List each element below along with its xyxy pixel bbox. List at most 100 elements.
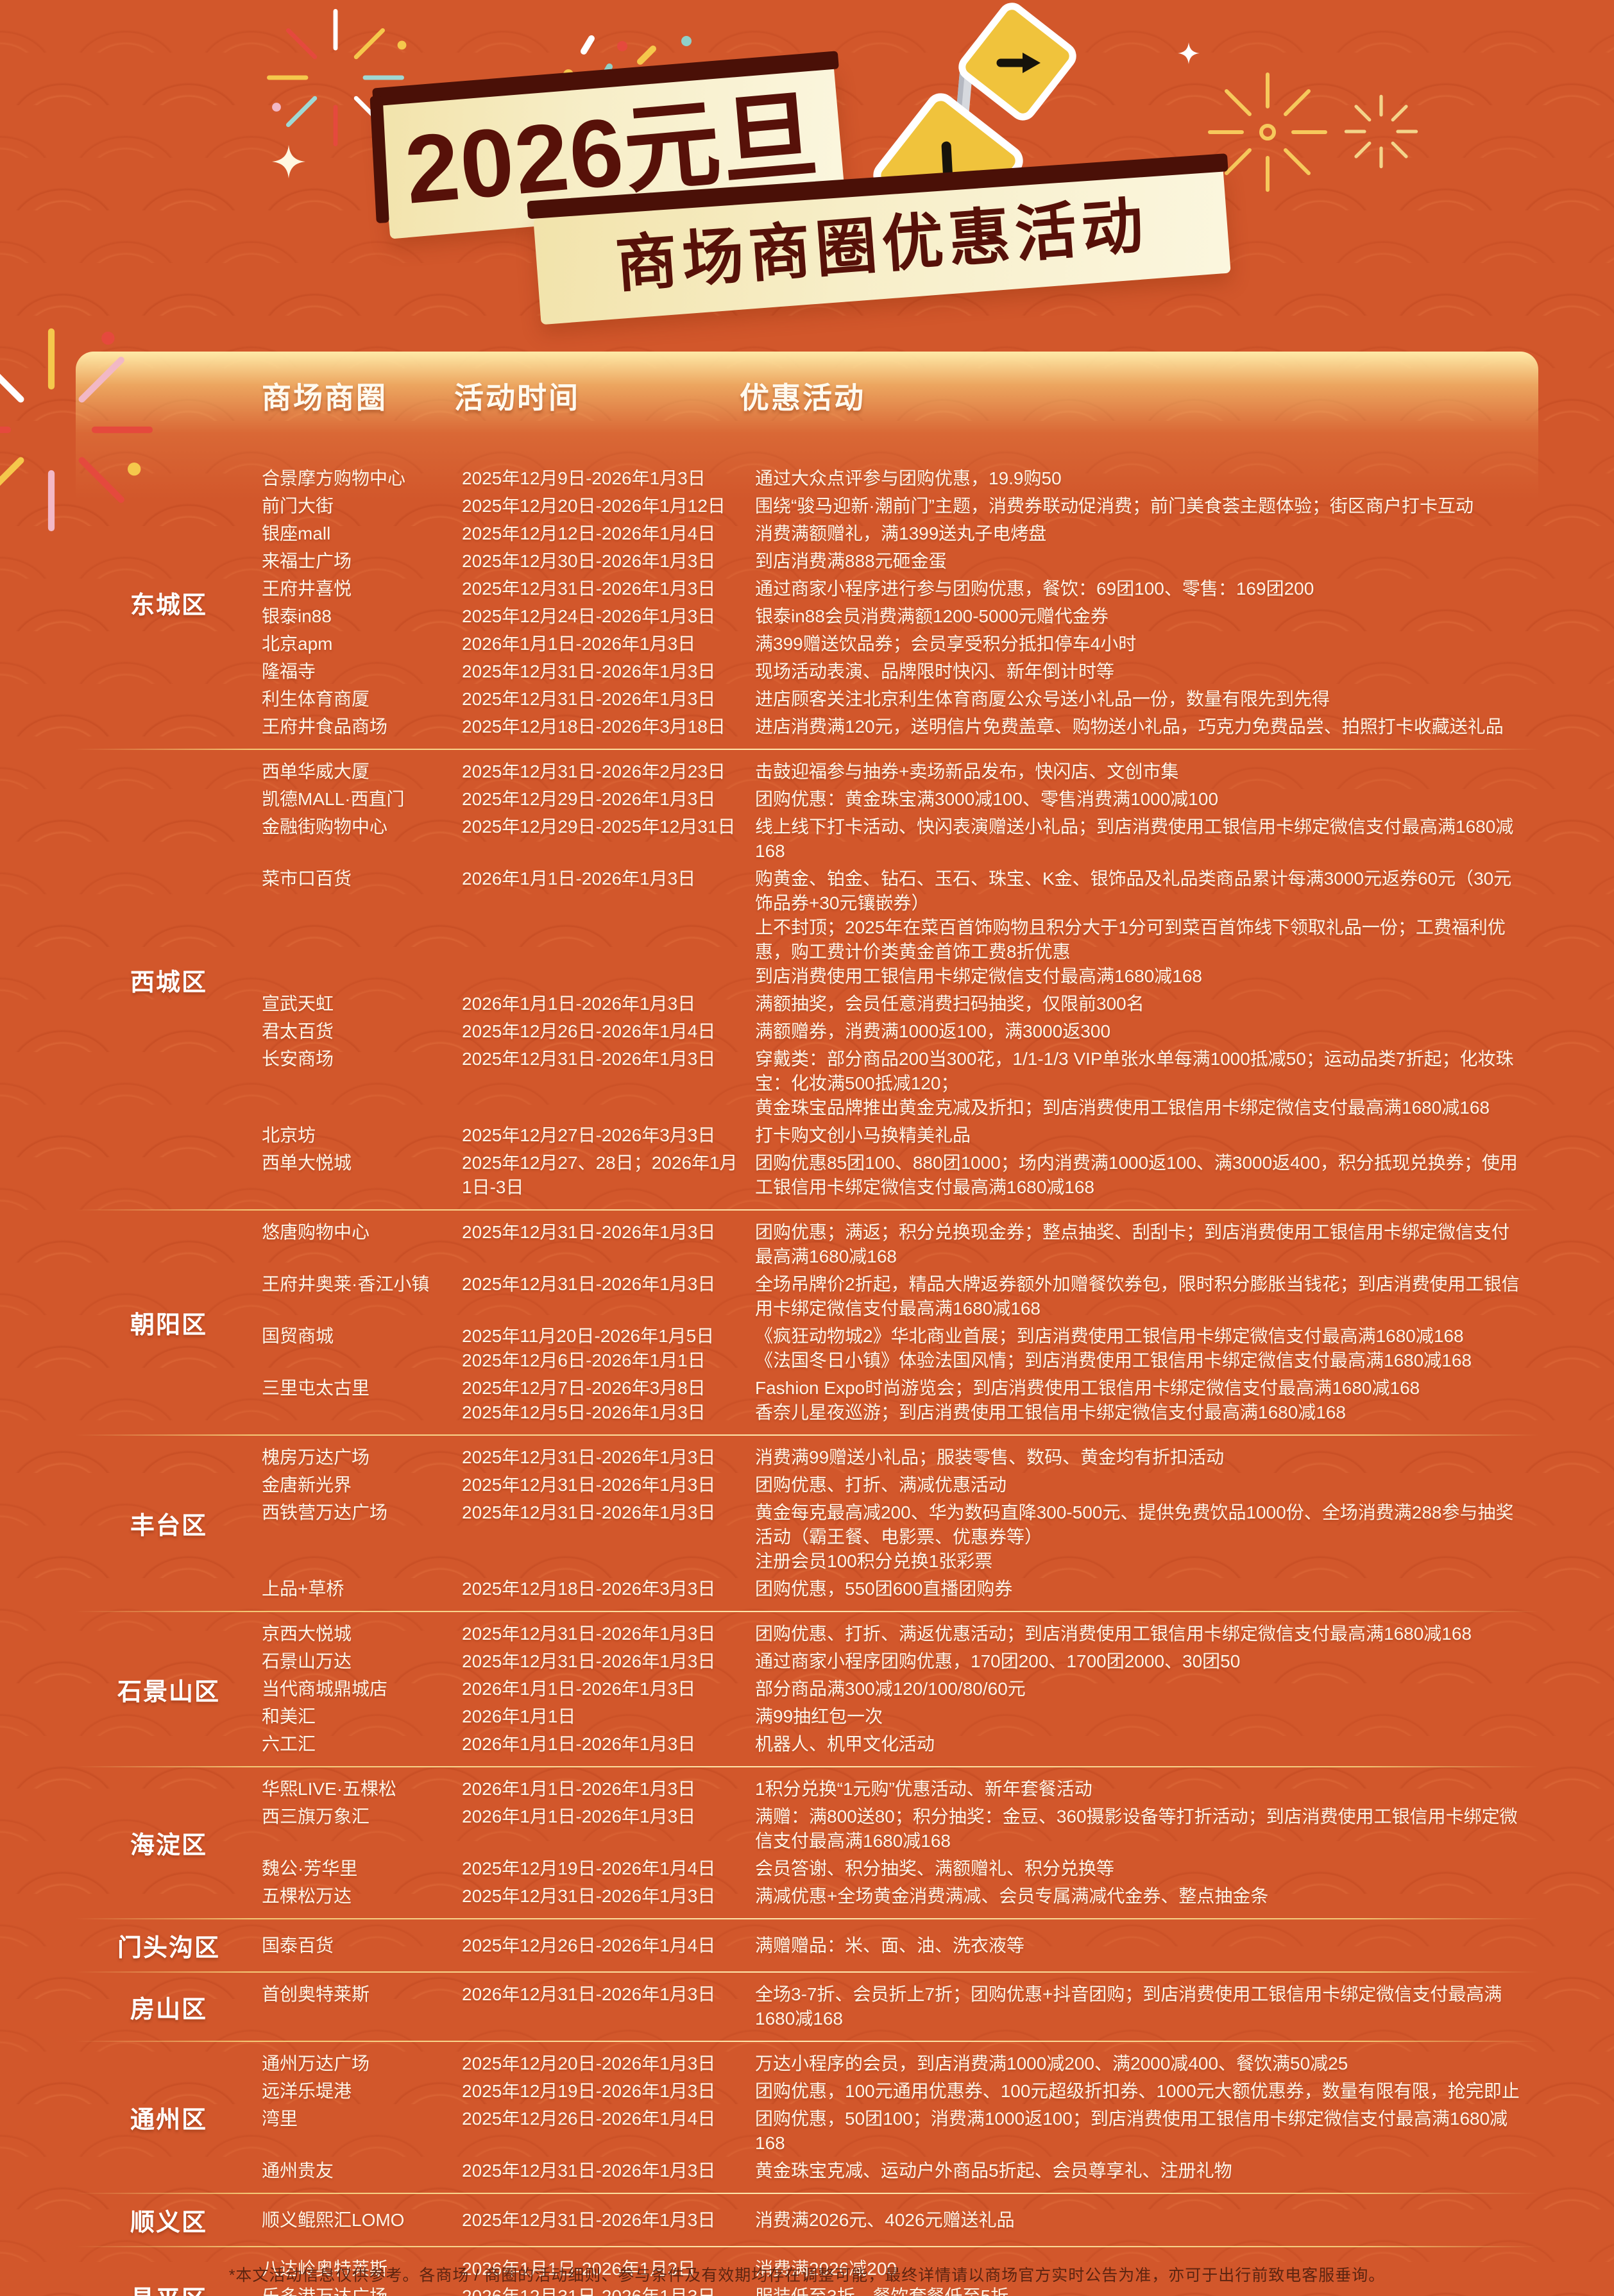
mall-name: 首创奥特莱斯 <box>262 1984 370 2004</box>
district-section: 朝阳区 悠唐购物中心 2025年12月31日-2026年1月3日 团购优惠；满返… <box>76 1209 1538 1434</box>
district-rows: 八达岭奥特莱斯 2026年1月1日-2026年1月3日 消费满2026减200 … <box>262 2256 1538 2296</box>
sparkle-icon <box>1178 42 1200 64</box>
activity-time: 2025年12月19日-2026年1月3日 <box>462 2081 716 2101</box>
district-label: 房山区 <box>130 1996 207 2023</box>
activity-time: 2025年12月31日-2026年1月3日 <box>462 1502 716 1522</box>
activity-time: 2026年1月1日-2026年1月3日 <box>462 634 696 654</box>
district-section: 通州区 通州万达广场 2025年12月20日-2026年1月3日 万达小程序的会… <box>76 2041 1538 2193</box>
mall-name: 隆福寺 <box>262 661 316 681</box>
offer-description: 现场活动表演、品牌限时快闪、新年倒计时等 <box>755 661 1115 681</box>
mall-name: 西单华威大厦 <box>262 761 370 781</box>
mall-name: 凯德MALL·西直门 <box>262 789 405 809</box>
mall-name: 西三旗万象汇 <box>262 1807 370 1826</box>
offer-description: 通过商家小程序进行参与团购优惠，餐饮：69团100、零售：169团200 <box>755 579 1314 599</box>
activity-time: 2025年12月9日-2026年1月3日 <box>462 468 706 488</box>
mall-name: 合景摩方购物中心 <box>262 468 406 488</box>
offer-description: 1积分兑换“1元购”优惠活动、新年套餐活动 <box>755 1779 1092 1799</box>
mall-name: 西单大悦城 <box>262 1153 352 1173</box>
mall-name: 王府井喜悦 <box>262 579 352 599</box>
district-rows: 悠唐购物中心 2025年12月31日-2026年1月3日 团购优惠；满返；积分兑… <box>262 1219 1538 1426</box>
column-header-mall: 商场商圈 <box>262 381 387 414</box>
offer-row: 通州万达广场 2025年12月20日-2026年1月3日 万达小程序的会员，到店… <box>262 2052 1538 2076</box>
offer-description: 团购优惠、打折、满返优惠活动；到店消费使用工银信用卡绑定微信支付最高满1680减… <box>755 1624 1472 1644</box>
column-header-offer: 优惠活动 <box>740 381 865 414</box>
offer-row: 长安商场 2025年12月31日-2026年1月3日 穿戴类：部分商品200当3… <box>262 1047 1538 1120</box>
activity-time: 2025年12月31日-2026年1月3日 <box>462 1475 716 1495</box>
offer-description: 银泰in88会员消费满额1200-5000元赠代金券 <box>755 606 1109 626</box>
offer-row: 西铁营万达广场 2025年12月31日-2026年1月3日 黄金每克最高减200… <box>262 1501 1538 1574</box>
mall-name: 魏公·芳华里 <box>262 1858 358 1878</box>
mall-name: 金融街购物中心 <box>262 817 388 837</box>
offer-row: 王府井食品商场 2025年12月18日-2026年3月18日 进店消费满120元… <box>262 715 1538 739</box>
offer-description: 会员答谢、积分抽奖、满额赠礼、积分兑换等 <box>755 1858 1115 1878</box>
offer-description: 满额赠券，消费满1000返100，满3000返300 <box>755 1021 1111 1041</box>
offer-row: 金融街购物中心 2025年12月29日-2025年12月31日 线上线下打卡活动… <box>262 815 1538 863</box>
district-label: 丰台区 <box>130 1513 207 1540</box>
sparkle-icon <box>272 145 305 178</box>
offer-row: 菜市口百货 2026年1月1日-2026年1月3日 购黄金、铂金、钻石、玉石、珠… <box>262 867 1538 989</box>
mall-name: 华熙LIVE·五棵松 <box>262 1779 397 1799</box>
mall-name: 当代商城鼎城店 <box>262 1679 388 1699</box>
offer-row: 和美汇 2026年1月1日 满99抽红包一次 <box>262 1705 1538 1729</box>
offer-row: 君太百货 2025年12月26日-2026年1月4日 满额赠券，消费满1000返… <box>262 1019 1538 1044</box>
activity-time: 2025年12月18日-2026年3月18日 <box>462 717 726 736</box>
offer-description: 全场吊牌价2折起，精品大牌返券额外加赠餐饮券包，限时积分膨胀当钱花；到店消费使用… <box>755 1274 1520 1318</box>
district-label: 西城区 <box>130 969 207 996</box>
activity-time: 2025年12月31日-2026年1月3日 <box>462 1624 716 1644</box>
activity-time: 2025年12月26日-2026年1月4日 <box>462 1935 716 1955</box>
mall-name: 国泰百货 <box>262 1935 334 1955</box>
district-section: 东城区 合景摩方购物中心 2025年12月9日-2026年1月3日 通过大众点评… <box>76 457 1538 749</box>
district-rows: 华熙LIVE·五棵松 2026年1月1日-2026年1月3日 1积分兑换“1元购… <box>262 1776 1538 1910</box>
column-header-time: 活动时间 <box>454 381 580 414</box>
offer-description: 团购优惠，50团100；消费满1000返100；到店消费使用工银信用卡绑定微信支… <box>755 2109 1508 2153</box>
district-rows: 京西大悦城 2025年12月31日-2026年1月3日 团购优惠、打折、满返优惠… <box>262 1620 1538 1758</box>
offer-row: 京西大悦城 2025年12月31日-2026年1月3日 团购优惠、打折、满返优惠… <box>262 1622 1538 1646</box>
activity-time: 2026年1月1日-2026年1月3日 <box>462 1779 696 1799</box>
offer-description: 到店消费满888元砸金蛋 <box>755 551 947 571</box>
mall-name: 王府井奥莱·香江小镇 <box>262 1274 430 1294</box>
activity-time: 2025年12月26日-2026年1月4日 <box>462 1021 716 1041</box>
mall-name: 宣武天虹 <box>262 994 334 1014</box>
mall-name: 六工汇 <box>262 1734 316 1754</box>
district-section: 昌平区 八达岭奥特莱斯 2026年1月1日-2026年1月3日 消费满2026减… <box>76 2246 1538 2296</box>
offer-description: 黄金珠宝克减、运动户外商品5折起、会员尊享礼、注册礼物 <box>755 2161 1232 2181</box>
offer-description: 围绕“骏马迎新·潮前门”主题，消费券联动促消费；前门美食荟主题体验；街区商户打卡… <box>755 496 1474 516</box>
offer-row: 国泰百货 2025年12月26日-2026年1月4日 满赠赠品：米、面、油、洗衣… <box>262 1934 1538 1958</box>
district-section: 西城区 西单华威大厦 2025年12月31日-2026年2月23日 击鼓迎福参与… <box>76 749 1538 1209</box>
district-rows: 顺义鲲熙汇LOMO 2025年12月31日-2026年1月3日 消费满2026元… <box>262 2207 1538 2234</box>
district-rows: 西单华威大厦 2025年12月31日-2026年2月23日 击鼓迎福参与抽券+卖… <box>262 758 1538 1201</box>
offer-row: 西三旗万象汇 2026年1月1日-2026年1月3日 满赠：满800送80；积分… <box>262 1805 1538 1853</box>
offer-description: 团购优惠：黄金珠宝满3000减100、零售消费满1000减100 <box>755 789 1219 809</box>
offer-description: 满赠赠品：米、面、油、洗衣液等 <box>755 1935 1025 1955</box>
district-label: 昌平区 <box>76 2279 262 2296</box>
activity-time: 2026年1月1日-2026年1月3日 <box>462 1679 696 1699</box>
offer-row: 首创奥特莱斯 2026年12月31日-2026年1月3日 全场3-7折、会员折上… <box>262 1982 1538 2031</box>
offer-description: 打卡购文创小马换精美礼品 <box>755 1125 971 1145</box>
offer-row: 国贸商城 2025年11月20日-2026年1月5日 2025年12月6日-20… <box>262 1324 1538 1373</box>
district-label: 海淀区 <box>130 1832 207 1859</box>
offer-description: 满赠：满800送80；积分抽奖：金豆、360摄影设备等打折活动；到店消费使用工银… <box>755 1807 1518 1851</box>
firework-icon <box>1344 94 1418 169</box>
activity-time: 2025年12月18日-2026年3月3日 <box>462 1579 716 1599</box>
offer-description: 部分商品满300减120/100/80/60元 <box>755 1679 1026 1699</box>
offer-row: 八达岭奥特莱斯 2026年1月1日-2026年1月3日 消费满2026减200 <box>262 2257 1538 2281</box>
offers-table: 商场商圈 活动时间 优惠活动 东城区 合景摩方购物中心 2025年12月9日-2… <box>76 352 1538 2296</box>
mall-name: 槐房万达广场 <box>262 1447 370 1467</box>
activity-time: 2026年1月1日-2026年1月3日 <box>462 994 696 1014</box>
mall-name: 通州贵友 <box>262 2161 334 2181</box>
offer-row: 槐房万达广场 2025年12月31日-2026年1月3日 消费满99赠送小礼品；… <box>262 1445 1538 1470</box>
offer-row: 北京坊 2025年12月27日-2026年3月3日 打卡购文创小马换精美礼品 <box>262 1123 1538 1148</box>
district-section: 丰台区 槐房万达广场 2025年12月31日-2026年1月3日 消费满99赠送… <box>76 1434 1538 1611</box>
offer-row: 金唐新光界 2025年12月31日-2026年1月3日 团购优惠、打折、满减优惠… <box>262 1473 1538 1497</box>
mall-name: 银座mall <box>262 523 331 543</box>
activity-time: 2025年12月31日-2026年1月3日 <box>462 579 716 599</box>
offer-description: 购黄金、铂金、钻石、玉石、珠宝、K金、银饰品及礼品类商品累计每满3000元返券6… <box>755 869 1512 986</box>
district-section: 石景山区 京西大悦城 2025年12月31日-2026年1月3日 团购优惠、打折… <box>76 1611 1538 1766</box>
activity-time: 2025年12月29日-2025年12月31日 <box>462 817 736 837</box>
activity-time: 2025年12月31日-2026年1月3日 <box>462 689 716 709</box>
mall-name: 前门大街 <box>262 496 334 516</box>
offer-row: 利生体育商厦 2025年12月31日-2026年1月3日 进店顾客关注北京利生体… <box>262 687 1538 711</box>
offer-row: 六工汇 2026年1月1日-2026年1月3日 机器人、机甲文化活动 <box>262 1732 1538 1756</box>
hero-header: 2026元旦 商场商圈优惠活动 <box>0 0 1614 532</box>
mall-name: 八达岭奥特莱斯 <box>262 2259 388 2279</box>
